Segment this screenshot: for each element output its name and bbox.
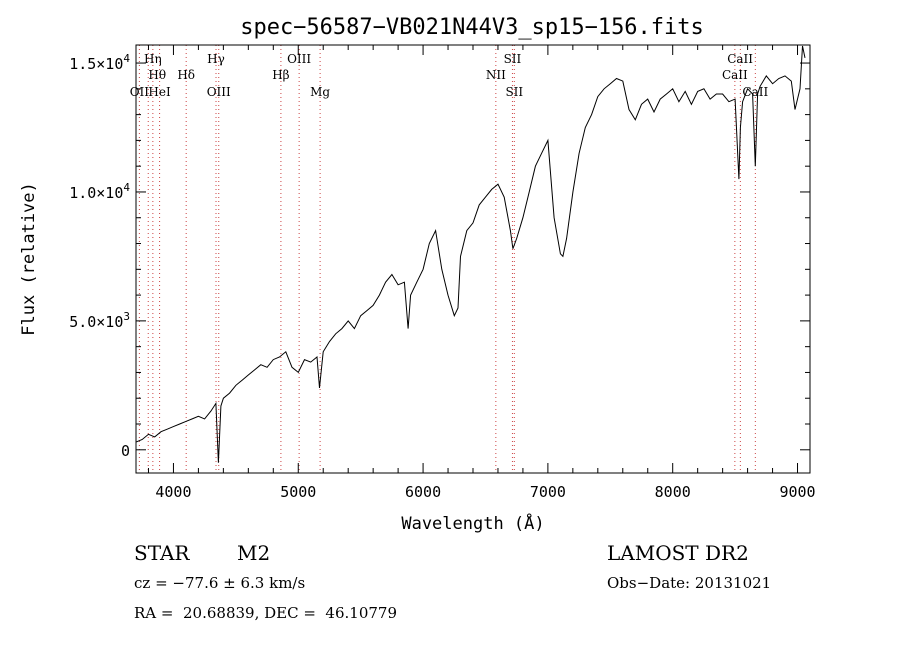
x-tick-label: 7000	[530, 483, 566, 501]
spectral-lines	[138, 45, 756, 473]
x-tick-label: 9000	[779, 483, 815, 501]
spectral-line-label: CaII	[727, 52, 753, 66]
spectrum-series-line	[135, 45, 806, 463]
spectral-line-label: Hβ	[272, 68, 289, 82]
spectral-line-label: SII	[505, 85, 523, 99]
y-axis-label: Flux (relative)	[19, 182, 39, 336]
x-tick-label: 4000	[155, 483, 191, 501]
spectral-line-label: Hη	[144, 52, 162, 66]
y-tick-label: 1.0×104	[69, 181, 130, 202]
observation-date: Obs−Date: 20131021	[607, 574, 772, 592]
y-tick-label: 5.0×103	[69, 310, 130, 331]
spectral-line-label: HeI	[148, 85, 171, 99]
y-tick-label: 0	[121, 442, 130, 460]
spectral-line-label: Hδ	[177, 68, 195, 82]
spectral-line-label: OIII	[287, 52, 311, 66]
spectral-line-label: Mg	[310, 85, 330, 99]
spectral-line-label: Hθ	[148, 68, 166, 82]
spectral-line-label: NII	[486, 68, 506, 82]
x-tick-label: 6000	[405, 483, 441, 501]
chart-title: spec−56587−VB021N44V3_sp15−156.fits	[240, 15, 704, 40]
axis-ticks: 4000 5000 6000 7000 8000 9000 0 5.0×103 1.0×104 1…	[69, 45, 816, 501]
y-tick-label: 1.5×104	[69, 52, 130, 73]
x-tick-label: 5000	[280, 483, 316, 501]
x-tick-label: 8000	[655, 483, 691, 501]
x-axis-label: Wavelength (Å)	[401, 512, 544, 534]
redshift-velocity: cz = −77.6 ± 6.3 km/s	[134, 574, 306, 592]
spectral-line-label: Hγ	[207, 52, 225, 66]
object-subclass: M2	[237, 541, 271, 565]
spectral-line-label: OIII	[207, 85, 231, 99]
object-class: STAR	[134, 541, 190, 565]
spectral-line-label: SII	[504, 52, 522, 66]
plot-frame	[135, 44, 811, 474]
line-labels: OII Hη Hθ HeI Hδ Hγ OIII Hβ OIII Mg NII SII SII CaII C…	[130, 52, 769, 99]
spectral-line-label: CaII	[742, 85, 768, 99]
spectral-line-label: OII	[130, 85, 150, 99]
coordinates: RA = 20.68839, DEC = 46.10779	[134, 604, 398, 622]
survey-name: LAMOST DR2	[607, 541, 749, 565]
spectral-line-label: CaII	[722, 68, 748, 82]
